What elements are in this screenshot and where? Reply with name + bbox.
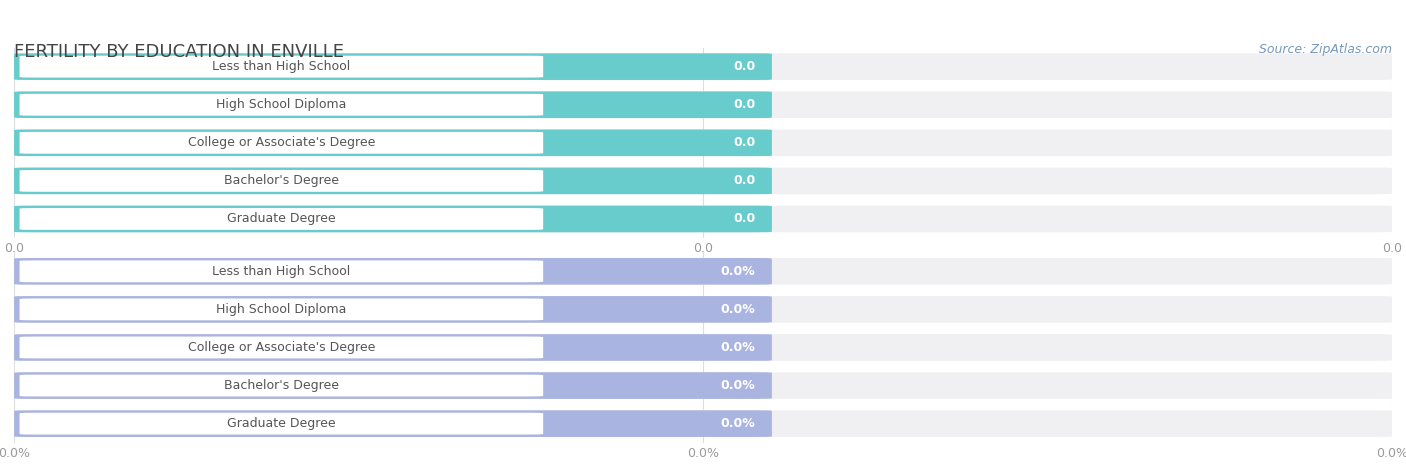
Text: Bachelor's Degree: Bachelor's Degree bbox=[224, 379, 339, 392]
FancyBboxPatch shape bbox=[14, 129, 772, 156]
Text: 0.0%: 0.0% bbox=[721, 379, 755, 392]
Text: 0.0: 0.0 bbox=[733, 174, 755, 188]
Text: 0.0%: 0.0% bbox=[721, 265, 755, 278]
FancyBboxPatch shape bbox=[14, 168, 772, 194]
Text: College or Associate's Degree: College or Associate's Degree bbox=[187, 136, 375, 149]
FancyBboxPatch shape bbox=[14, 206, 772, 232]
Text: 0.0%: 0.0% bbox=[721, 341, 755, 354]
Text: Graduate Degree: Graduate Degree bbox=[226, 417, 336, 430]
FancyBboxPatch shape bbox=[14, 372, 772, 399]
Text: FERTILITY BY EDUCATION IN ENVILLE: FERTILITY BY EDUCATION IN ENVILLE bbox=[14, 43, 344, 61]
FancyBboxPatch shape bbox=[14, 410, 772, 437]
Text: 0.0: 0.0 bbox=[733, 136, 755, 149]
FancyBboxPatch shape bbox=[14, 296, 772, 323]
FancyBboxPatch shape bbox=[20, 413, 543, 435]
Text: Less than High School: Less than High School bbox=[212, 265, 350, 278]
FancyBboxPatch shape bbox=[14, 372, 1392, 399]
FancyBboxPatch shape bbox=[20, 298, 543, 320]
Text: 0.0%: 0.0% bbox=[721, 417, 755, 430]
FancyBboxPatch shape bbox=[20, 260, 543, 282]
FancyBboxPatch shape bbox=[14, 53, 772, 80]
Text: High School Diploma: High School Diploma bbox=[217, 303, 346, 316]
FancyBboxPatch shape bbox=[14, 168, 1392, 194]
Text: College or Associate's Degree: College or Associate's Degree bbox=[187, 341, 375, 354]
FancyBboxPatch shape bbox=[14, 410, 1392, 437]
FancyBboxPatch shape bbox=[14, 206, 1392, 232]
Text: Bachelor's Degree: Bachelor's Degree bbox=[224, 174, 339, 188]
FancyBboxPatch shape bbox=[20, 170, 543, 192]
FancyBboxPatch shape bbox=[20, 375, 543, 397]
FancyBboxPatch shape bbox=[14, 296, 1392, 323]
FancyBboxPatch shape bbox=[14, 129, 1392, 156]
FancyBboxPatch shape bbox=[20, 56, 543, 78]
FancyBboxPatch shape bbox=[14, 334, 772, 361]
Text: 0.0: 0.0 bbox=[733, 60, 755, 73]
FancyBboxPatch shape bbox=[14, 53, 1392, 80]
FancyBboxPatch shape bbox=[20, 208, 543, 230]
FancyBboxPatch shape bbox=[14, 91, 1392, 118]
Text: 0.0: 0.0 bbox=[733, 98, 755, 111]
Text: 0.0: 0.0 bbox=[733, 212, 755, 226]
Text: Source: ZipAtlas.com: Source: ZipAtlas.com bbox=[1258, 43, 1392, 56]
FancyBboxPatch shape bbox=[14, 258, 772, 285]
FancyBboxPatch shape bbox=[20, 132, 543, 154]
FancyBboxPatch shape bbox=[14, 258, 1392, 285]
Text: Graduate Degree: Graduate Degree bbox=[226, 212, 336, 226]
FancyBboxPatch shape bbox=[20, 337, 543, 358]
FancyBboxPatch shape bbox=[20, 94, 543, 116]
Text: High School Diploma: High School Diploma bbox=[217, 98, 346, 111]
Text: 0.0%: 0.0% bbox=[721, 303, 755, 316]
FancyBboxPatch shape bbox=[14, 91, 772, 118]
Text: Less than High School: Less than High School bbox=[212, 60, 350, 73]
FancyBboxPatch shape bbox=[14, 334, 1392, 361]
